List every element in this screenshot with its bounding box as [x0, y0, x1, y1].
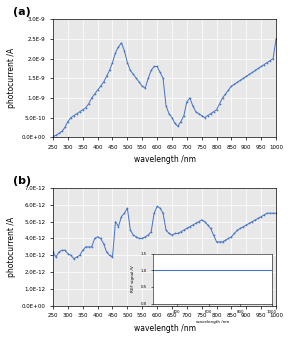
- Text: (b): (b): [13, 175, 31, 186]
- Y-axis label: photocurrent /A: photocurrent /A: [7, 217, 16, 277]
- X-axis label: wavelength /nm: wavelength /nm: [133, 155, 195, 165]
- Y-axis label: photocurrent /A: photocurrent /A: [7, 48, 16, 108]
- Text: (a): (a): [13, 7, 31, 17]
- X-axis label: wavelength /nm: wavelength /nm: [133, 324, 195, 333]
